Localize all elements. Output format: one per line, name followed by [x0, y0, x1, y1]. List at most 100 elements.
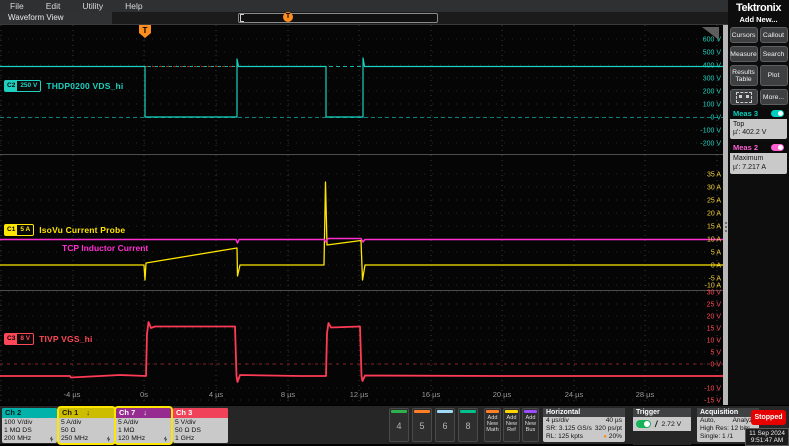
svg-text:0 V: 0 V	[710, 362, 721, 369]
menu-help[interactable]: Help	[125, 1, 143, 11]
ch2-badge-id: C2	[5, 81, 18, 91]
svg-text:-10 V: -10 V	[704, 386, 721, 393]
trigger-toggle[interactable]	[636, 420, 651, 428]
svg-text:-100 V: -100 V	[700, 128, 721, 135]
tab-waveform-view[interactable]: Waveform View	[0, 12, 112, 24]
svg-text:20 µs: 20 µs	[493, 390, 512, 399]
ch3-plot-label[interactable]: C3 8 V TIVP VGS_hi	[4, 333, 93, 345]
menu-file[interactable]: File	[10, 1, 24, 11]
meas2-label: Meas 2	[733, 143, 759, 153]
probe-icon	[106, 436, 111, 442]
menu-edit[interactable]: Edit	[45, 1, 61, 11]
channel-8-button[interactable]: 8	[458, 408, 478, 442]
channel-6-button[interactable]: 6	[435, 408, 455, 442]
channel-badge-ch2[interactable]: Ch 2 100 V/div 1 MΩ DS 200 MHz	[2, 408, 57, 443]
svg-text:12 µs: 12 µs	[350, 390, 369, 399]
svg-text:15 V: 15 V	[707, 326, 722, 333]
cursors-button[interactable]: Cursors	[729, 27, 758, 43]
ch7-trace-name: TCP Inductor Current	[62, 243, 149, 253]
trigger-badge[interactable]: Trigger / 2.72 V	[633, 408, 691, 445]
trigger-level: 2.72 V	[661, 420, 682, 428]
add-new-bus-button[interactable]: Add New Bus	[522, 408, 539, 442]
channel-4-button[interactable]: 4	[389, 408, 409, 442]
svg-text:0 A: 0 A	[711, 263, 721, 270]
ch7-arrow-icon: ↓	[143, 408, 148, 417]
intensity-icon: ●	[603, 434, 607, 441]
svg-text:-5 A: -5 A	[709, 276, 722, 283]
plot-button[interactable]: Plot	[759, 65, 788, 86]
svg-text:600 V: 600 V	[703, 37, 722, 44]
svg-text:5 A: 5 A	[711, 250, 721, 257]
acquisition-badge[interactable]: Acquisition Auto, Analyze High Res: 12 bi…	[697, 408, 759, 442]
channel-badge-ch1[interactable]: Ch 1 ↓ 5 A/div 50 Ω 250 MHz	[59, 408, 114, 443]
meas3-value: µ': 402.2 V	[733, 129, 767, 137]
meas3-label: Meas 3	[733, 109, 759, 118]
ch1-badge-scale: 5 A	[20, 226, 31, 233]
draw-a-box-button[interactable]	[729, 89, 758, 105]
resize-corner-icon[interactable]	[702, 27, 719, 40]
ch1-badge-id: C1	[5, 225, 18, 235]
svg-text:8 µs: 8 µs	[281, 390, 296, 399]
ch7-badge-title: Ch 7	[119, 408, 136, 417]
probe-icon	[163, 436, 168, 442]
svg-text:25 A: 25 A	[707, 198, 721, 205]
ch3-badge-id: C3	[5, 334, 18, 344]
add-new-math-button[interactable]: Add New Math	[484, 408, 501, 442]
overview-trigger-icon[interactable]: T	[283, 12, 293, 22]
meas3-type: Top	[733, 121, 745, 128]
svg-text:-200 V: -200 V	[700, 141, 721, 148]
horizontal-overview-bar[interactable]	[238, 13, 438, 23]
channel-5-button[interactable]: 5	[412, 408, 432, 442]
panel-drag-handle-icon[interactable]	[724, 222, 727, 236]
svg-text:10 A: 10 A	[707, 237, 721, 244]
trigger-position-icon[interactable]: T	[139, 25, 151, 38]
menu-utility[interactable]: Utility	[82, 1, 104, 11]
meas2-badge[interactable]: Meas 2 Maximum µ': 7.217 A	[730, 142, 787, 174]
ch1-scale-badge[interactable]: C1 5 A	[4, 224, 35, 236]
tektronix-logo: Tektronix	[735, 2, 782, 14]
svg-text:500 V: 500 V	[703, 50, 722, 57]
svg-text:-10 A: -10 A	[705, 283, 722, 290]
search-button[interactable]: Search	[759, 46, 788, 62]
ch7-bandwidth-row: 120 MHz	[118, 435, 146, 442]
meas3-toggle[interactable]	[771, 110, 784, 117]
ch3-bandwidth-row: 1 GHz	[175, 435, 195, 442]
more-button[interactable]: More...	[759, 89, 788, 105]
ch1-impedance-row: 50 Ω	[61, 427, 76, 434]
plot-right-scrollbar[interactable]	[723, 25, 728, 405]
svg-text:300 V: 300 V	[703, 76, 722, 83]
results-table-button[interactable]: Results Table	[729, 65, 758, 86]
channel-badge-ch7[interactable]: Ch 7 ↓ 5 A/div 1 MΩ 120 MHz	[116, 408, 171, 443]
measure-button[interactable]: Measure	[729, 46, 758, 62]
svg-text:4 µs: 4 µs	[209, 390, 224, 399]
svg-text:20 A: 20 A	[707, 211, 721, 218]
ch1-plot-label[interactable]: C1 5 A IsoVu Current Probe	[4, 224, 125, 236]
menu-bar: File Edit Utility Help	[0, 0, 789, 12]
meas3-badge[interactable]: Meas 3 Top µ': 402.2 V	[730, 108, 787, 140]
horizontal-badge[interactable]: Horizontal 4 µs/div 40 µs SR: 3.125 GS/s 3…	[543, 408, 625, 442]
svg-text:200 V: 200 V	[703, 89, 722, 96]
svg-text:35 A: 35 A	[707, 172, 721, 179]
overview-left-handle[interactable]	[240, 14, 244, 22]
ch2-badge-scale: 250 V	[20, 82, 38, 89]
ch3-trace-name: TIVP VGS_hi	[39, 334, 93, 344]
svg-text:30 A: 30 A	[707, 185, 721, 192]
ch1-arrow-icon: ↓	[86, 408, 91, 417]
right-sidebar: Tektronix Add New... Cursors Callout Mea…	[728, 0, 789, 405]
svg-text:400 V: 400 V	[703, 63, 722, 70]
svg-text:20 V: 20 V	[707, 314, 722, 321]
ch2-scale-badge[interactable]: C2 250 V	[4, 80, 42, 92]
waveform-graticule[interactable]: 600 V 500 V 400 V 300 V 200 V 100 V 0 V -100 V -…	[0, 24, 728, 405]
ch3-scale-badge[interactable]: C3 8 V	[4, 333, 35, 345]
channel-badge-ch3[interactable]: Ch 3 5 V/div 50 Ω DS 1 GHz	[173, 408, 228, 443]
add-new-ref-button[interactable]: Add New Ref	[503, 408, 520, 442]
ch1-bandwidth-row: 250 MHz	[61, 435, 89, 442]
svg-text:-15 V: -15 V	[704, 398, 721, 405]
callout-button[interactable]: Callout	[759, 27, 788, 43]
ch7-impedance-row: 1 MΩ	[118, 427, 135, 434]
stopped-button[interactable]: Stopped	[751, 410, 786, 425]
trigger-title: Trigger	[633, 408, 691, 417]
ch2-plot-label[interactable]: C2 250 V THDP0200 VDS_hi	[4, 80, 123, 92]
svg-text:100 V: 100 V	[703, 102, 722, 109]
meas2-toggle[interactable]	[771, 144, 784, 152]
